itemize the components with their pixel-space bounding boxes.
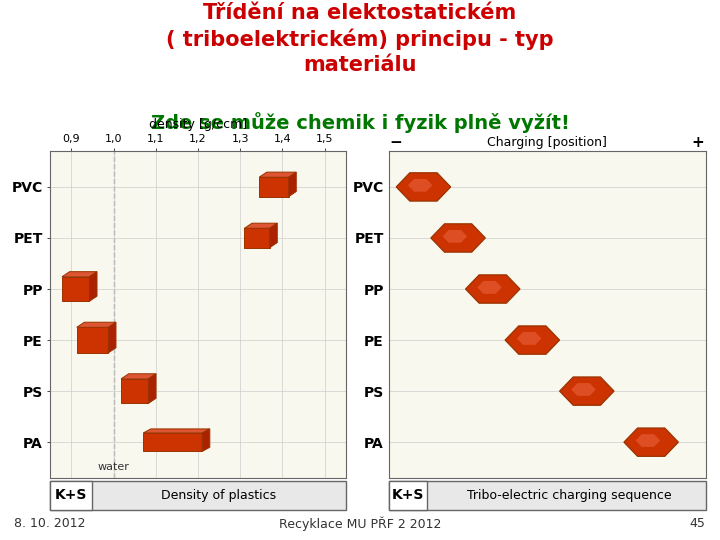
Polygon shape	[77, 327, 109, 353]
Text: Zde se může chemik i fyzik plně vyžít!: Zde se může chemik i fyzik plně vyžít!	[150, 112, 570, 133]
Polygon shape	[559, 377, 614, 405]
Text: Charging [position]: Charging [position]	[487, 136, 607, 148]
Polygon shape	[396, 173, 451, 201]
Polygon shape	[289, 172, 296, 197]
Polygon shape	[202, 429, 210, 451]
Polygon shape	[259, 177, 289, 197]
Polygon shape	[466, 275, 520, 303]
Text: +: +	[692, 134, 705, 150]
Polygon shape	[244, 228, 270, 248]
Polygon shape	[477, 281, 502, 294]
Text: Tribo-electric charging sequence: Tribo-electric charging sequence	[467, 489, 672, 502]
X-axis label: density [g/ccm]: density [g/ccm]	[149, 118, 247, 131]
Text: K+S: K+S	[392, 489, 424, 502]
Text: Třídění na elektostatickém
( triboelektrickém) principu - typ
materiálu: Třídění na elektostatickém ( triboelektr…	[166, 3, 554, 75]
Polygon shape	[89, 272, 97, 301]
Polygon shape	[148, 374, 156, 403]
Text: K+S: K+S	[55, 489, 87, 502]
Polygon shape	[62, 272, 97, 277]
Polygon shape	[244, 223, 277, 228]
Polygon shape	[408, 179, 433, 192]
Polygon shape	[270, 223, 277, 248]
Polygon shape	[62, 277, 89, 301]
Polygon shape	[121, 379, 148, 403]
Text: water: water	[98, 462, 130, 472]
Polygon shape	[443, 230, 467, 242]
Polygon shape	[431, 224, 485, 252]
Polygon shape	[77, 322, 116, 327]
Polygon shape	[505, 326, 559, 354]
FancyBboxPatch shape	[389, 481, 706, 510]
Polygon shape	[109, 322, 116, 353]
Polygon shape	[259, 172, 296, 177]
Text: Recyklace MU PŘF 2 2012: Recyklace MU PŘF 2 2012	[279, 516, 441, 531]
Polygon shape	[624, 428, 678, 456]
Polygon shape	[517, 332, 541, 345]
Polygon shape	[121, 374, 156, 379]
Polygon shape	[143, 433, 202, 451]
Polygon shape	[571, 383, 595, 396]
Polygon shape	[143, 429, 210, 433]
FancyBboxPatch shape	[50, 481, 91, 510]
Text: 8. 10. 2012: 8. 10. 2012	[14, 517, 86, 530]
Text: Density of plastics: Density of plastics	[161, 489, 276, 502]
FancyBboxPatch shape	[389, 481, 427, 510]
FancyBboxPatch shape	[50, 481, 346, 510]
Text: 45: 45	[690, 517, 706, 530]
Text: −: −	[390, 134, 402, 150]
Polygon shape	[636, 434, 660, 447]
